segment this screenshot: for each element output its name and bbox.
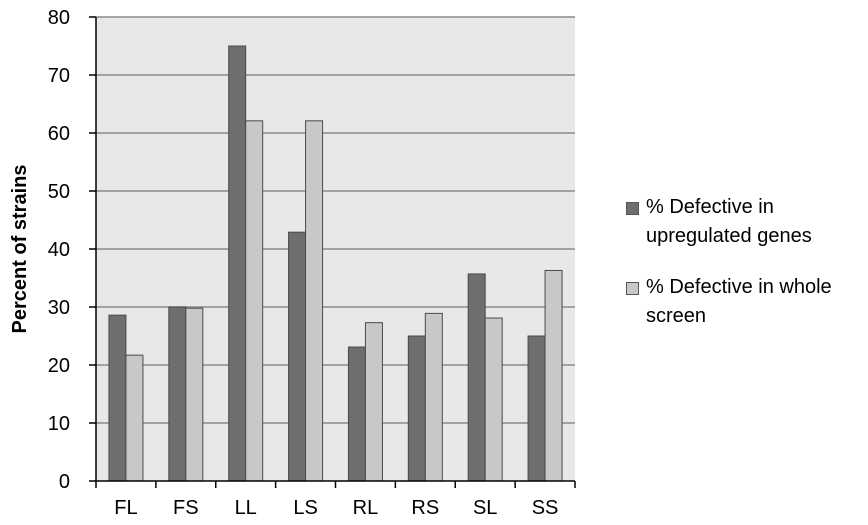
legend-swatch-whole-screen bbox=[626, 282, 639, 295]
x-tick-label: RL bbox=[353, 497, 379, 519]
x-tick-label: RS bbox=[411, 497, 439, 519]
x-tick-label: FS bbox=[173, 497, 199, 519]
bar-fl-series-1 bbox=[109, 315, 126, 481]
bar-ls-series-1 bbox=[289, 232, 306, 481]
y-tick-label: 30 bbox=[48, 297, 70, 319]
y-tick-label: 60 bbox=[48, 123, 70, 145]
y-tick-label: 70 bbox=[48, 65, 70, 87]
bar-ss-series-2 bbox=[545, 270, 562, 481]
bar-fs-series-1 bbox=[169, 307, 186, 481]
bar-ls-series-2 bbox=[306, 121, 323, 481]
y-tick-label: 0 bbox=[59, 471, 70, 493]
y-tick-label: 80 bbox=[48, 7, 70, 29]
bar-ll-series-1 bbox=[229, 46, 246, 481]
y-tick-label: 20 bbox=[48, 355, 70, 377]
legend-item-whole-screen: % Defective in whole screen bbox=[624, 273, 868, 331]
bar-sl-series-1 bbox=[468, 274, 485, 481]
bar-fs-series-2 bbox=[186, 308, 203, 481]
x-tick-label: SS bbox=[532, 497, 559, 519]
y-tick-label: 10 bbox=[48, 413, 70, 435]
bar-rl-series-2 bbox=[365, 323, 382, 481]
y-tick-label: 50 bbox=[48, 181, 70, 203]
bar-ss-series-1 bbox=[528, 336, 545, 481]
bar-rs-series-2 bbox=[425, 313, 442, 481]
x-tick-label: SL bbox=[473, 497, 497, 519]
bar-rl-series-1 bbox=[348, 347, 365, 481]
legend-swatch-upregulated bbox=[626, 202, 639, 215]
bar-sl-series-2 bbox=[485, 318, 502, 481]
y-axis-title: Percent of strains bbox=[9, 165, 31, 334]
bar-rs-series-1 bbox=[408, 336, 425, 481]
y-tick-label: 40 bbox=[48, 239, 70, 261]
x-tick-label: LS bbox=[293, 497, 317, 519]
bar-ll-series-2 bbox=[246, 121, 263, 481]
x-tick-label: LL bbox=[235, 497, 257, 519]
bar-fl-series-2 bbox=[126, 355, 143, 481]
legend-item-upregulated: % Defective in upregulated genes bbox=[624, 193, 868, 251]
plot-area bbox=[96, 17, 575, 481]
legend: % Defective in upregulated genes % Defec… bbox=[624, 193, 868, 353]
legend-label-upregulated: % Defective in upregulated genes bbox=[646, 196, 812, 247]
x-tick-label: FL bbox=[114, 497, 137, 519]
legend-label-whole-screen: % Defective in whole screen bbox=[646, 276, 832, 327]
